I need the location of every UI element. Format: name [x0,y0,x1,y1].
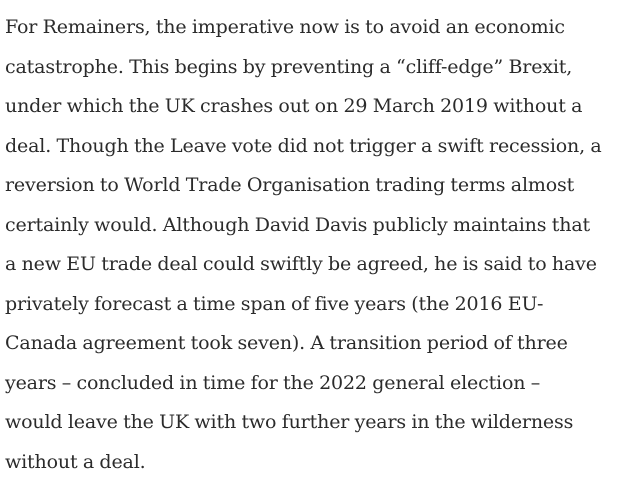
paragraph-line: under which the UK crashes out on 29 Mar… [5,95,583,117]
paragraph-line: years – concluded in time for the 2022 g… [5,371,541,394]
paragraph-line: a new EU trade deal could swiftly be agr… [5,253,597,275]
paragraph-line: For Remainers, the imperative now is to … [5,16,565,38]
paragraph-line: would leave the UK with two further year… [5,411,574,433]
paragraph-line: Canada agreement took seven). A transiti… [5,332,568,354]
article-paragraph: For Remainers, the imperative now is to … [5,8,637,482]
paragraph-line: privately forecast a time span of five y… [5,292,544,315]
paragraph-line: without a deal. [5,450,146,473]
paragraph-line: certainly would. Although David Davis pu… [5,213,590,236]
paragraph-line: catastrophe. This begins by preventing a… [5,55,573,78]
paragraph-line: reversion to World Trade Organisation tr… [5,174,575,196]
paragraph-line: deal. Though the Leave vote did not trig… [5,134,602,157]
